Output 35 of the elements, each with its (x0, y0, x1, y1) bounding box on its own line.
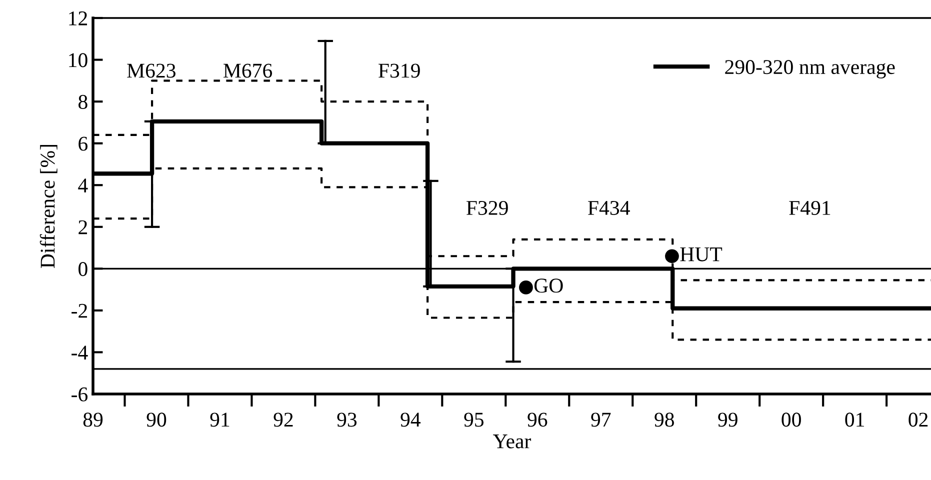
x-tick-label: 94 (400, 412, 421, 427)
legend-label: 290-320 nm average (725, 60, 895, 78)
x-tick-label: 95 (464, 412, 484, 427)
annotation: F434 (588, 200, 630, 215)
y-tick-label: -6 (72, 387, 88, 402)
y-tick-label: 0 (78, 262, 88, 276)
y-tick-label: -2 (72, 304, 87, 318)
x-tick-label: 90 (146, 412, 166, 427)
annotation: F329 (466, 200, 508, 215)
y-tick-label: 2 (78, 220, 87, 234)
x-tick-label: 02 (908, 412, 928, 427)
x-tick-label: 00 (782, 412, 801, 427)
y-tick-label: 10 (69, 53, 88, 68)
annotation: M676 (223, 64, 272, 78)
annotation: F319 (378, 64, 420, 78)
x-axis-title: Year (493, 434, 532, 448)
y-tick-label: 6 (78, 136, 88, 151)
y-tick-label: 12 (69, 11, 87, 26)
x-tick-label: 97 (591, 412, 611, 427)
x-tick-label: 92 (274, 412, 293, 427)
x-tick-label: 93 (337, 412, 357, 427)
x-tick-label: 91 (210, 412, 230, 427)
annotation: M623 (127, 64, 176, 78)
x-tick-label: 89 (83, 412, 103, 427)
x-tick-label: 96 (528, 412, 548, 427)
x-tick-label: 01 (845, 412, 864, 427)
series-label: HUT (680, 248, 722, 262)
x-tick-label: 99 (718, 412, 738, 427)
y-tick-label: 8 (78, 94, 88, 109)
x-tick-label: 98 (654, 412, 674, 427)
annotation: F491 (789, 200, 830, 215)
y-tick-label: 4 (78, 178, 88, 192)
y-axis-title: Difference [%] (40, 144, 58, 268)
series-label: GO (534, 278, 563, 293)
y-tick-label: -4 (72, 346, 88, 360)
